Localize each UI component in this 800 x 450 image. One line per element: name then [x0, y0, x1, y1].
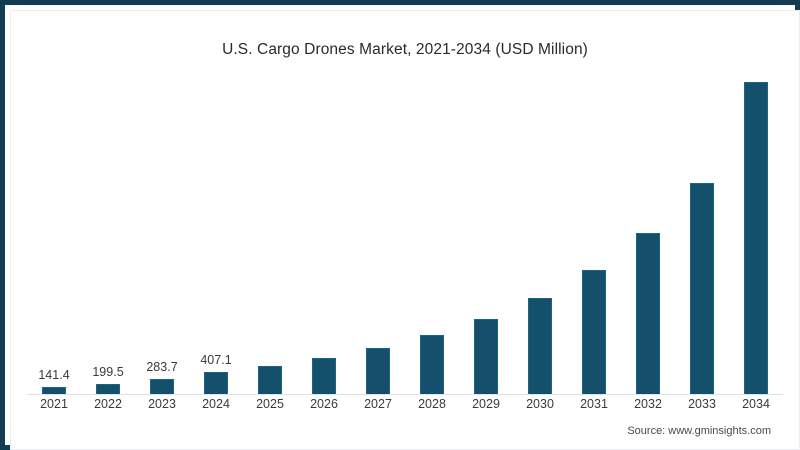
bar-value-label: 407.1	[200, 353, 232, 368]
chart-title: U.S. Cargo Drones Market, 2021-2034 (USD…	[222, 41, 588, 58]
x-axis-tick-label: 2033	[688, 397, 716, 411]
x-axis-tick-label: 2034	[742, 397, 770, 411]
bar-slot	[621, 76, 675, 395]
x-axis-tick-label: 2027	[364, 397, 392, 411]
chart-bar[interactable]	[528, 297, 552, 395]
bar-slot	[513, 76, 567, 395]
bar-slot	[243, 76, 297, 395]
bar-slot: 199.5	[81, 76, 135, 395]
chart-bar[interactable]	[744, 81, 768, 395]
x-axis-tick-label: 2029	[472, 397, 500, 411]
x-axis-tick-label: 2024	[202, 397, 230, 411]
chart-bar[interactable]: 407.1	[200, 353, 232, 395]
bar-slot: 141.4	[27, 76, 81, 395]
bar-slot: 407.1	[189, 76, 243, 395]
x-axis-line	[27, 394, 783, 395]
chart-plot-area: 141.4 199.5 283.7 407.1	[27, 75, 783, 395]
bar-slot	[351, 76, 405, 395]
chart-bar[interactable]	[312, 358, 336, 395]
chart-source: Source: www.gminsights.com	[627, 425, 771, 437]
bar-slot	[405, 76, 459, 395]
chart-bar[interactable]	[366, 348, 390, 395]
chart-bar[interactable]	[474, 318, 498, 395]
bar-slot	[459, 76, 513, 395]
x-axis-tick-label: 2025	[256, 397, 284, 411]
x-axis-tick-label: 2028	[418, 397, 446, 411]
x-axis-tick-label: 2030	[526, 397, 554, 411]
bar-slot	[675, 76, 729, 395]
x-axis-tick-label: 2023	[148, 397, 176, 411]
x-axis-tick-label: 2032	[634, 397, 662, 411]
chart-bar[interactable]	[690, 182, 714, 395]
bar-value-label: 141.4	[38, 368, 70, 383]
chart-bar[interactable]	[258, 365, 282, 395]
x-axis-tick-label: 2021	[40, 397, 68, 411]
bar-slot: 283.7	[135, 76, 189, 395]
bar-value-label: 283.7	[146, 360, 178, 375]
chart-bar[interactable]	[636, 232, 660, 395]
chart-bar[interactable]	[582, 269, 606, 395]
x-axis-tick-label: 2022	[94, 397, 122, 411]
bar-slot	[297, 76, 351, 395]
bar-slot	[567, 76, 621, 395]
chart-bar[interactable]: 283.7	[146, 360, 178, 395]
x-axis-tick-label: 2031	[580, 397, 608, 411]
chart-inner-border	[10, 10, 800, 450]
x-axis-tick-label: 2026	[310, 397, 338, 411]
bar-value-label: 199.5	[92, 364, 124, 379]
bar-slot	[729, 76, 783, 395]
chart-bar[interactable]	[420, 335, 444, 395]
